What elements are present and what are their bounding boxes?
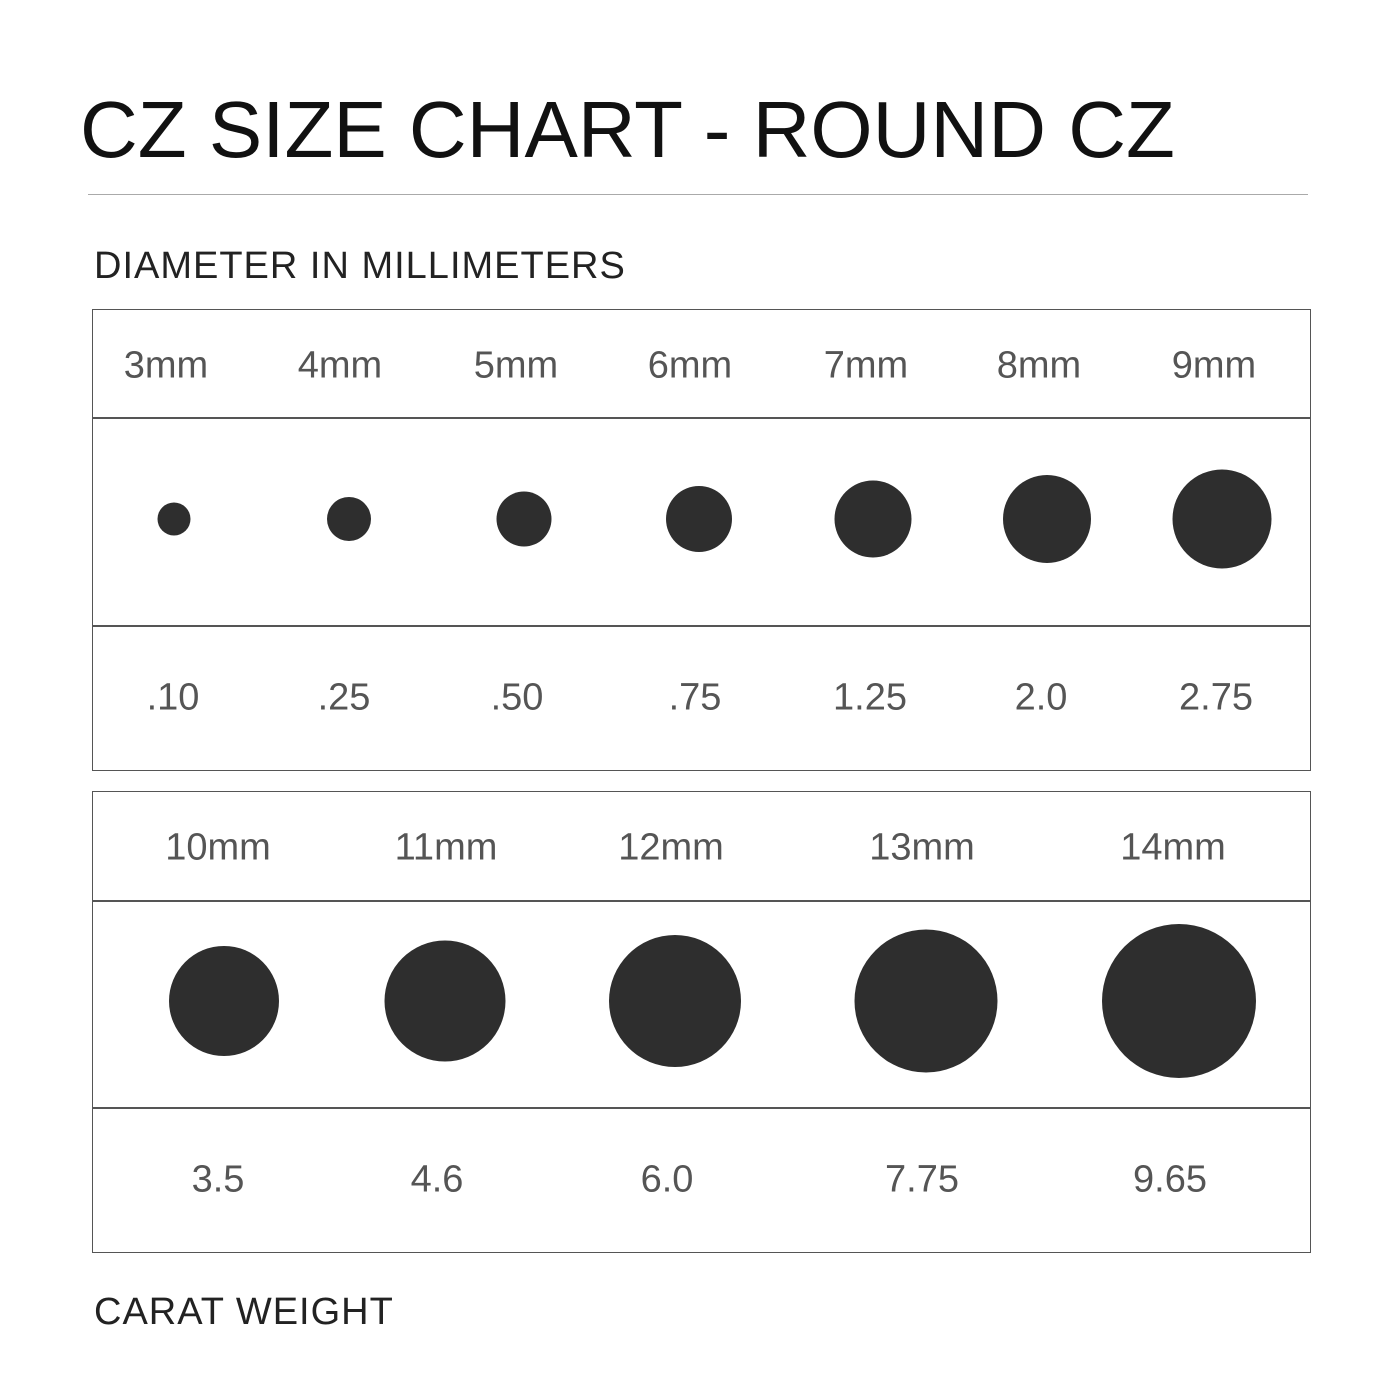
size-label: 7mm	[823, 344, 909, 387]
stone-circle	[666, 486, 732, 552]
size-label: 5mm	[473, 344, 559, 387]
row-divider	[93, 900, 1310, 902]
row-divider	[93, 1107, 1310, 1109]
carat-value: 6.0	[640, 1158, 694, 1201]
size-label: 13mm	[869, 826, 975, 869]
stone-circle	[1172, 469, 1272, 569]
stone-circle	[1102, 924, 1256, 1078]
page-title: CZ SIZE CHART - ROUND CZ	[80, 85, 1175, 174]
diameter-label: DIAMETER IN MILLIMETERS	[94, 245, 626, 287]
row-divider	[93, 417, 1310, 419]
carat-value: 1.25	[833, 676, 907, 719]
carat-value: 9.65	[1133, 1158, 1207, 1201]
size-label: 11mm	[394, 826, 498, 869]
carat-value: 2.75	[1179, 676, 1253, 719]
stone-circle	[327, 497, 371, 541]
carat-value: .50	[490, 676, 544, 719]
size-label: 4mm	[297, 344, 383, 387]
size-label: 8mm	[996, 344, 1082, 387]
carat-value: .25	[317, 676, 371, 719]
stone-circle	[157, 502, 191, 536]
size-label: 12mm	[618, 826, 724, 869]
carat-value: 7.75	[885, 1158, 959, 1201]
stone-circle	[609, 935, 741, 1067]
size-table-large	[92, 791, 1311, 1253]
size-table-small	[92, 309, 1311, 771]
row-divider	[93, 625, 1310, 627]
stone-circle	[384, 940, 506, 1062]
size-label: 10mm	[165, 826, 271, 869]
stone-circle	[854, 929, 998, 1073]
stone-circle	[496, 491, 552, 547]
carat-value: 2.0	[1014, 676, 1068, 719]
stone-circle	[169, 946, 279, 1056]
carat-value: 4.6	[410, 1158, 464, 1201]
size-label: 3mm	[123, 344, 209, 387]
size-label: 9mm	[1171, 344, 1257, 387]
carat-weight-label: CARAT WEIGHT	[94, 1291, 394, 1333]
stone-circle	[834, 480, 912, 558]
carat-value: 3.5	[191, 1158, 245, 1201]
title-divider	[88, 194, 1308, 195]
size-label: 6mm	[647, 344, 733, 387]
carat-value: .10	[146, 676, 200, 719]
stone-circle	[1003, 475, 1091, 563]
size-label: 14mm	[1120, 826, 1226, 869]
carat-value: .75	[668, 676, 722, 719]
